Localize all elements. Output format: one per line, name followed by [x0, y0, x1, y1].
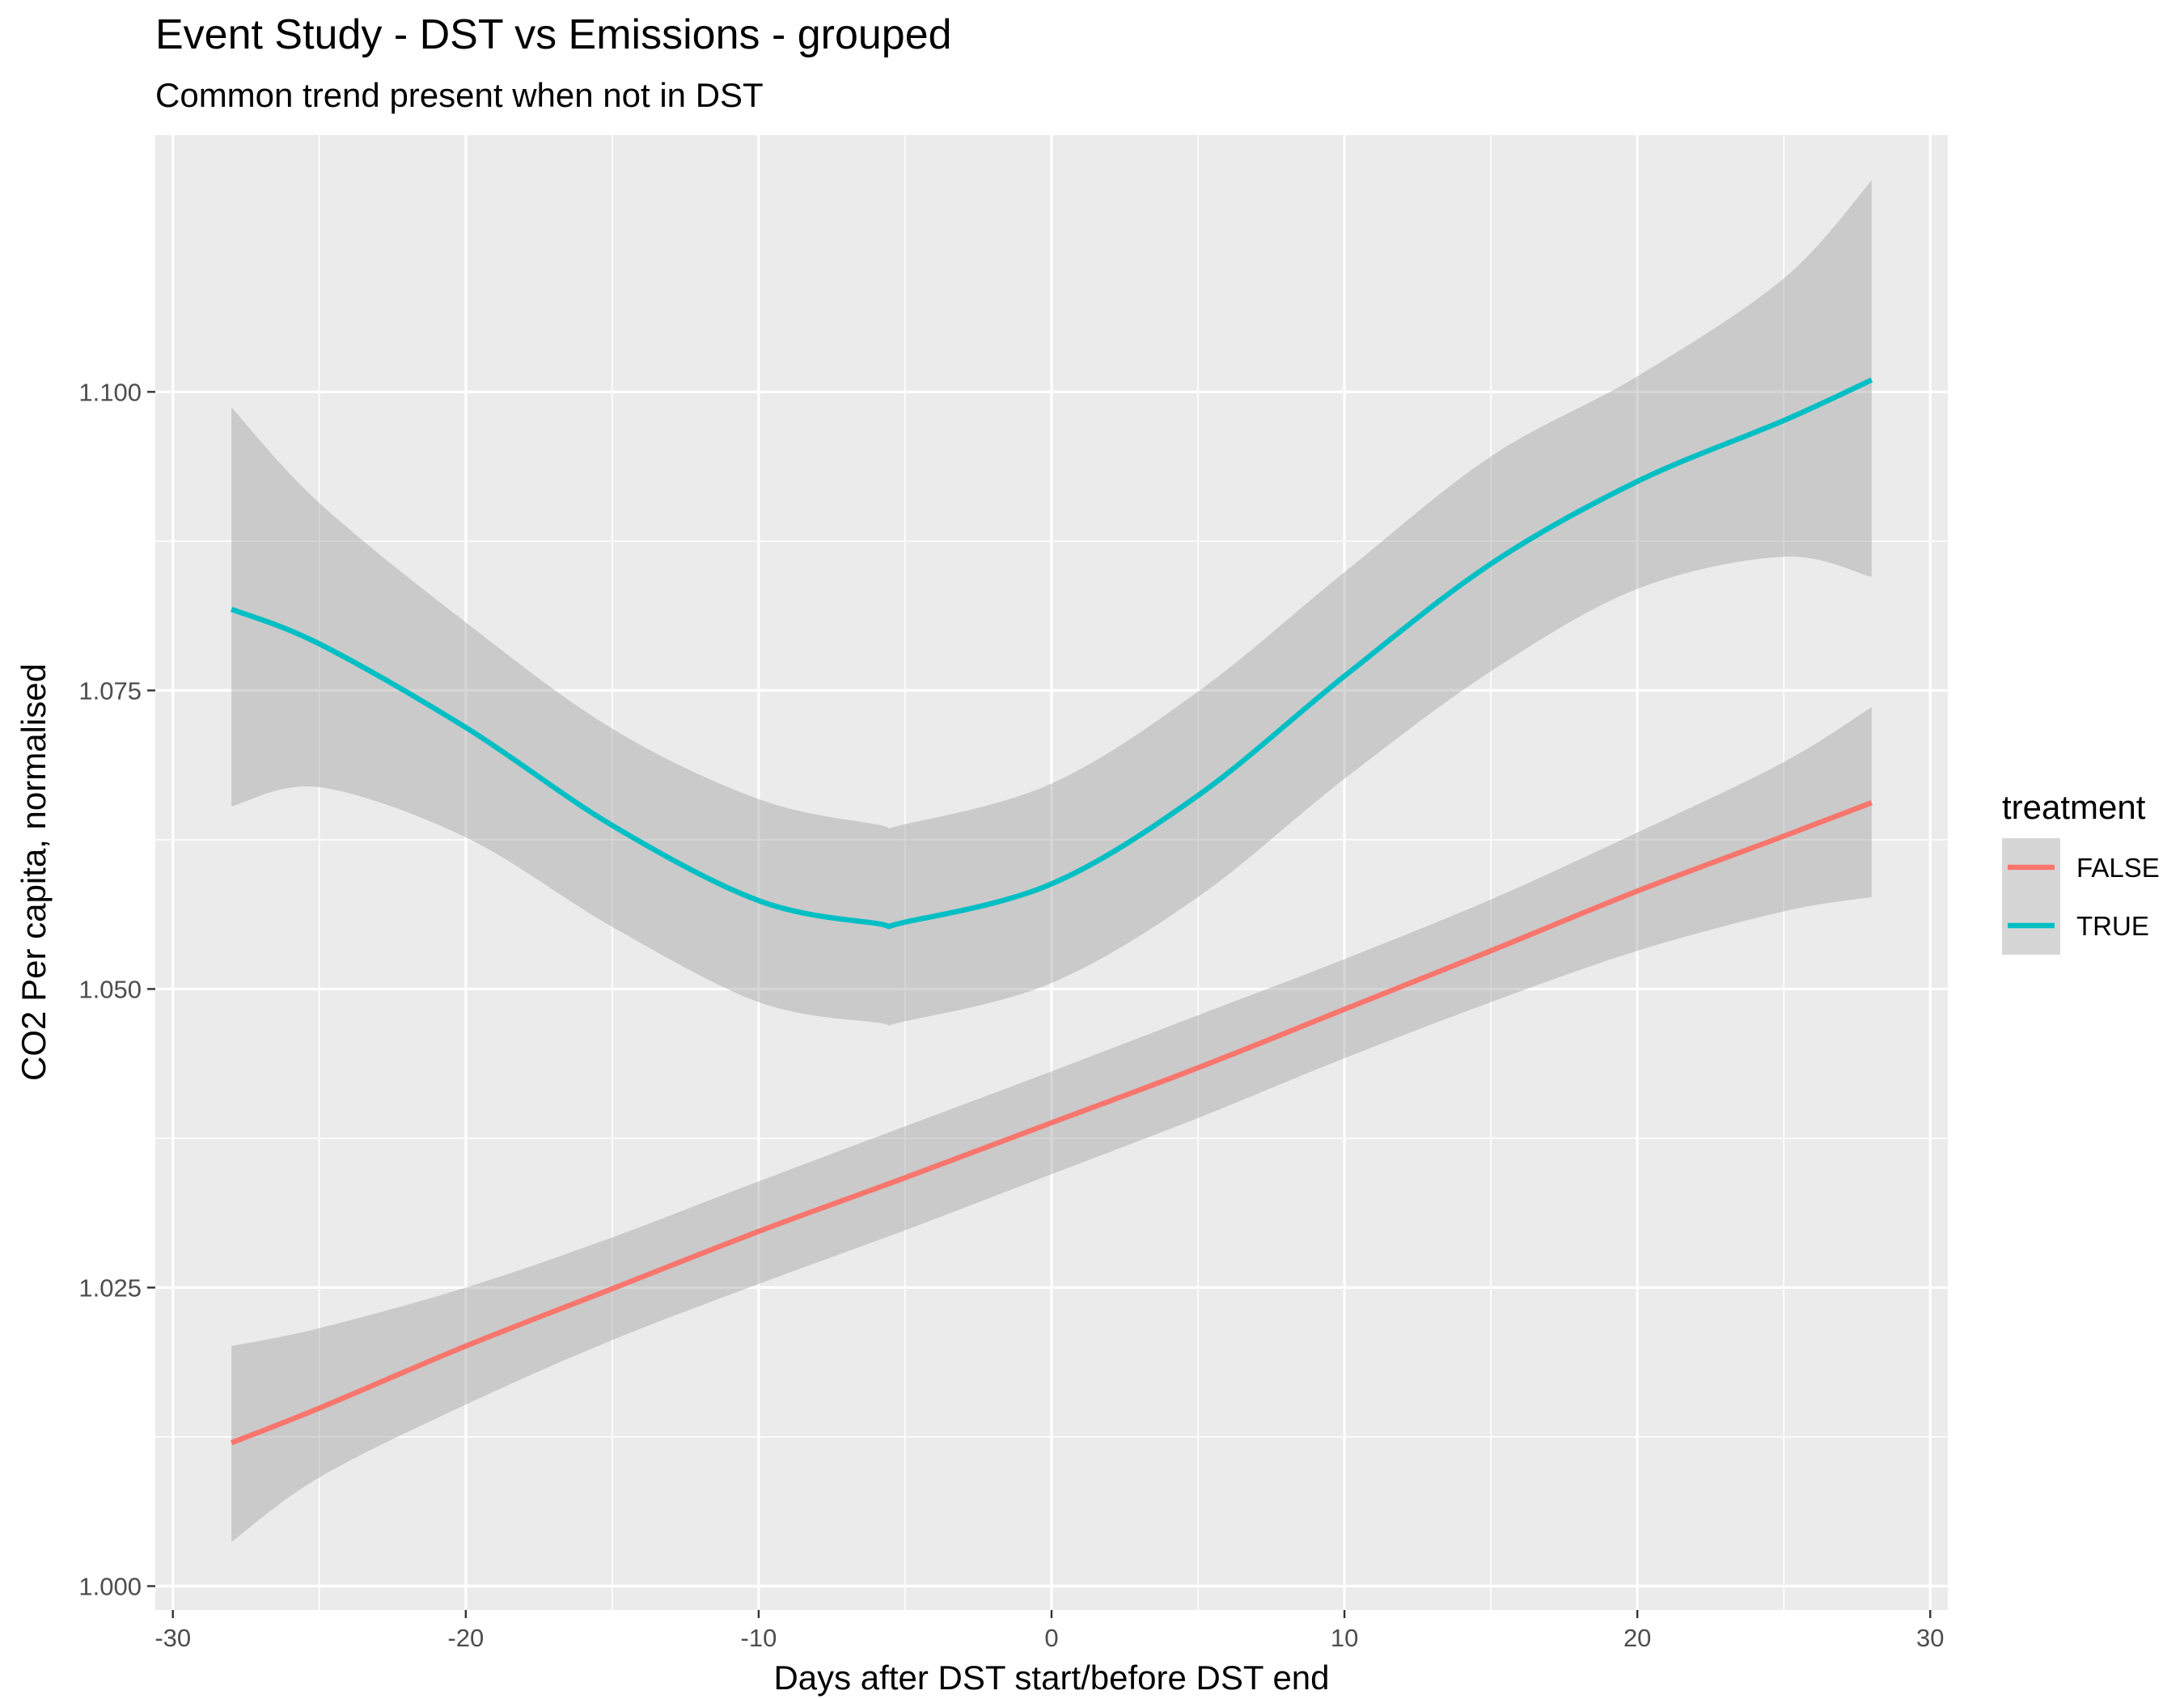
major-gridlines [155, 135, 1948, 1610]
legend-label: FALSE [2076, 853, 2160, 883]
y-tick-label: 1.050 [78, 975, 142, 1003]
y-tick-label: 1.025 [78, 1273, 142, 1302]
legend: treatment FALSE TRUE [2002, 788, 2160, 955]
y-axis-title: CO2 Per capita, normalised [15, 663, 53, 1081]
series-line-false [230, 800, 1873, 1446]
series-lines [230, 377, 1873, 1446]
chart-subtitle: Common trend present when not in DST [155, 76, 764, 114]
x-tick-label: 30 [1916, 1624, 1944, 1652]
x-tick-label: -10 [741, 1624, 777, 1652]
x-axis-title: Days after DST start/before DST end [773, 1659, 1329, 1697]
y-tick-label: 1.000 [78, 1572, 142, 1600]
y-axis: 1.000 1.025 1.050 1.075 1.100 [78, 378, 155, 1600]
x-tick-label: 20 [1623, 1624, 1651, 1652]
legend-item-true: TRUE [2002, 896, 2149, 955]
y-tick-label: 1.075 [78, 676, 142, 705]
legend-title: treatment [2002, 788, 2146, 826]
y-tick-label: 1.100 [78, 378, 142, 406]
x-tick-label: 10 [1331, 1624, 1358, 1652]
legend-item-false: FALSE [2002, 838, 2160, 896]
chart-title: Event Study - DST vs Emissions - grouped [155, 11, 952, 58]
x-axis: -30 -20 -10 0 10 20 30 [154, 1610, 1945, 1652]
legend-keys: FALSE TRUE [2002, 838, 2160, 955]
series-line-true [230, 377, 1873, 930]
x-tick-label: 0 [1044, 1624, 1058, 1652]
x-tick-label: -20 [447, 1624, 484, 1652]
x-tick-label: -30 [154, 1624, 191, 1652]
legend-label: TRUE [2076, 911, 2149, 941]
confidence-band-true [231, 180, 1872, 1026]
